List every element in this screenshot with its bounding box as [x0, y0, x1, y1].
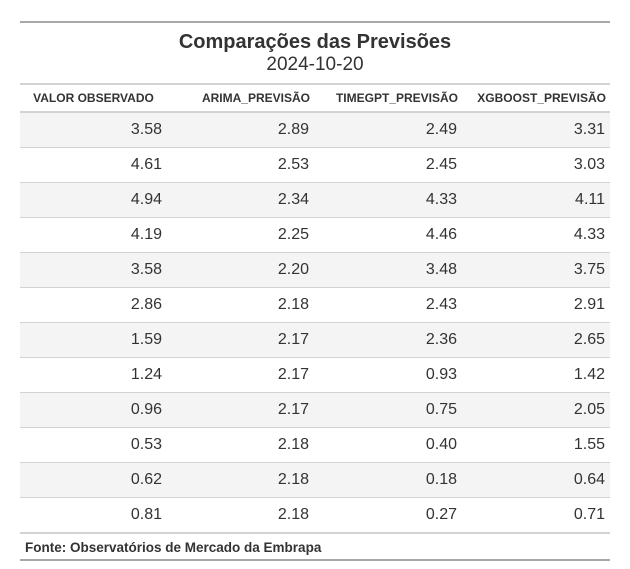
column-header-valor-observado: VALOR OBSERVADO — [33, 91, 154, 105]
table-cell: 1.42 — [462, 357, 610, 393]
table-cell: 4.33 — [462, 217, 610, 253]
table-cell: 4.33 — [314, 182, 462, 218]
table-cell: 0.53 — [20, 427, 167, 463]
table-row: 0.96 2.17 0.75 2.05 — [20, 392, 610, 428]
table-row: 4.61 2.53 2.45 3.03 — [20, 147, 610, 183]
table-cell: 0.27 — [314, 497, 462, 534]
table-cell: 2.18 — [167, 462, 314, 498]
source-note: Fonte: Observatórios de Mercado da Embra… — [20, 534, 610, 561]
table-cell: 2.17 — [167, 322, 314, 358]
table-cell: 2.25 — [167, 217, 314, 253]
table-cell: 2.17 — [167, 357, 314, 393]
table-cell: 0.62 — [20, 462, 167, 498]
table-cell: 3.75 — [462, 252, 610, 288]
table-cell: 3.58 — [20, 112, 167, 148]
table-cell: 2.49 — [314, 112, 462, 148]
table-cell: 2.18 — [167, 287, 314, 323]
table-cell: 2.34 — [167, 182, 314, 218]
table-cell: 0.75 — [314, 392, 462, 428]
data-table: VALOR OBSERVADO ARIMA_PREVISÃO TIMEGPT_P… — [20, 83, 610, 534]
table-row: 3.58 2.20 3.48 3.75 — [20, 252, 610, 288]
table-cell: 2.17 — [167, 392, 314, 428]
table-cell: 2.89 — [167, 112, 314, 148]
table-row: 4.19 2.25 4.46 4.33 — [20, 217, 610, 253]
table-cell: 2.20 — [167, 252, 314, 288]
table-row: 3.58 2.89 2.49 3.31 — [20, 112, 610, 148]
table-cell: 1.55 — [462, 427, 610, 463]
table-cell: 3.48 — [314, 252, 462, 288]
table-row: 2.86 2.18 2.43 2.91 — [20, 287, 610, 323]
table-cell: 4.11 — [462, 182, 610, 218]
header-row: VALOR OBSERVADO ARIMA_PREVISÃO TIMEGPT_P… — [20, 84, 610, 112]
column-header-xgboost-previsao: XGBOOST_PREVISÃO — [477, 91, 606, 105]
table-cell: 0.18 — [314, 462, 462, 498]
table-cell: 0.96 — [20, 392, 167, 428]
table-row: 1.59 2.17 2.36 2.65 — [20, 322, 610, 358]
table-row: 1.24 2.17 0.93 1.42 — [20, 357, 610, 393]
table-cell: 1.24 — [20, 357, 167, 393]
column-header-timegpt-previsao: TIMEGPT_PREVISÃO — [335, 91, 458, 105]
column-header-arima-previsao: ARIMA_PREVISÃO — [201, 91, 310, 105]
table-cell: 2.43 — [314, 287, 462, 323]
table-cell: 2.05 — [462, 392, 610, 428]
table-cell: 2.53 — [167, 147, 314, 183]
table-cell: 0.71 — [462, 497, 610, 534]
table-cell: 2.86 — [20, 287, 167, 323]
table-row: 0.81 2.18 0.27 0.71 — [20, 497, 610, 534]
table-cell: 0.64 — [462, 462, 610, 498]
table-row: 0.53 2.18 0.40 1.55 — [20, 427, 610, 463]
table-row: 4.94 2.34 4.33 4.11 — [20, 182, 610, 218]
table-cell: 4.19 — [20, 217, 167, 253]
table-cell: 3.58 — [20, 252, 167, 288]
table-cell: 3.03 — [462, 147, 610, 183]
table-cell: 4.46 — [314, 217, 462, 253]
table-row: 0.62 2.18 0.18 0.64 — [20, 462, 610, 498]
table-cell: 3.31 — [462, 112, 610, 148]
table-cell: 2.36 — [314, 322, 462, 358]
table-cell: 2.18 — [167, 497, 314, 534]
table-cell: 2.65 — [462, 322, 610, 358]
table-cell: 2.18 — [167, 427, 314, 463]
table-subtitle: 2024-10-20 — [266, 54, 364, 75]
table-cell: 4.61 — [20, 147, 167, 183]
table-cell: 0.40 — [314, 427, 462, 463]
table-cell: 1.59 — [20, 322, 167, 358]
table-cell: 0.81 — [20, 497, 167, 534]
table-cell: 0.93 — [314, 357, 462, 393]
table-cell: 2.91 — [462, 287, 610, 323]
top-rule — [20, 21, 610, 23]
table-title: Comparações das Previsões — [178, 31, 452, 53]
table-cell: 4.94 — [20, 182, 167, 218]
table-cell: 2.45 — [314, 147, 462, 183]
forecast-comparison-table: Comparações das Previsões 2024-10-20 VAL… — [20, 21, 610, 561]
